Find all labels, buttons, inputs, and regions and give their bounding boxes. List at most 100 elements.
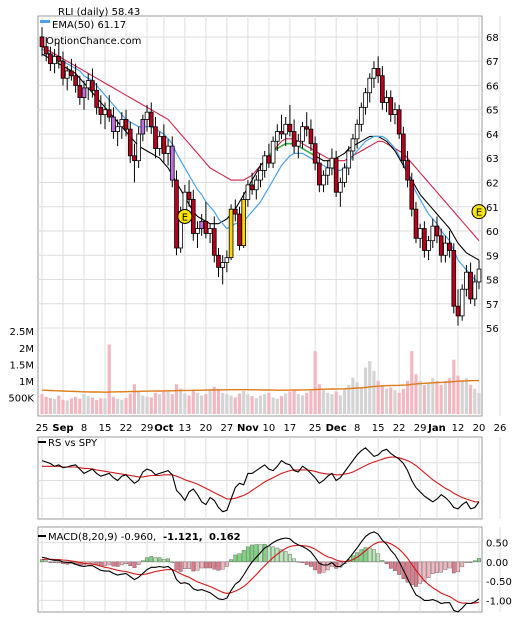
macd-histogram-bar bbox=[279, 549, 284, 563]
macd-histogram-bar bbox=[325, 561, 330, 571]
volume-bar bbox=[200, 395, 204, 414]
volume-bar bbox=[74, 396, 78, 414]
macd-signal-line bbox=[41, 541, 480, 605]
macd-histogram-bar bbox=[372, 549, 376, 563]
price-tick-label: 60 bbox=[486, 227, 499, 238]
rs-title: RS vs SPY bbox=[48, 438, 98, 449]
candle-body bbox=[329, 157, 335, 169]
candle-body bbox=[296, 140, 301, 147]
candle-body bbox=[363, 92, 368, 108]
candle-body bbox=[338, 182, 343, 193]
price-tick-label: 66 bbox=[486, 81, 499, 92]
candle-body bbox=[220, 262, 225, 268]
earnings-marker-label: E bbox=[182, 212, 188, 223]
candle-body bbox=[417, 228, 423, 239]
candle-body bbox=[287, 123, 293, 132]
volume-bar bbox=[380, 384, 384, 414]
macd-histogram-bar bbox=[414, 561, 418, 587]
price-tick-label: 58 bbox=[486, 276, 499, 287]
candle-body bbox=[43, 46, 49, 55]
candle-body bbox=[283, 123, 289, 135]
macd-histogram-bar bbox=[229, 559, 233, 563]
candle-body bbox=[375, 68, 381, 77]
volume-bar bbox=[355, 382, 359, 414]
volume-bar bbox=[212, 386, 216, 414]
macd-histogram-bar bbox=[216, 561, 221, 571]
candle-body bbox=[195, 228, 200, 234]
volume-bar bbox=[473, 388, 477, 414]
candle-body bbox=[443, 242, 448, 256]
macd-histogram-bar bbox=[250, 544, 254, 563]
candle-body bbox=[148, 111, 154, 128]
macd-histogram-bar bbox=[182, 561, 187, 570]
macd-histogram-bar bbox=[245, 546, 250, 563]
candle-body bbox=[52, 55, 57, 65]
candle-body bbox=[203, 220, 209, 234]
candle-body bbox=[207, 228, 213, 234]
volume-axis: 500K 1M 1.5M 2M 2.5M bbox=[8, 327, 34, 404]
volume-bar bbox=[426, 382, 431, 414]
macd-histogram-bar bbox=[468, 561, 473, 563]
volume-bar bbox=[313, 351, 317, 414]
macd-histogram-bar bbox=[254, 544, 259, 563]
macd-axis: 0.50 0.00 -0.50 -1.00 bbox=[486, 539, 512, 608]
macd-histogram-bar bbox=[304, 561, 309, 565]
candle-body bbox=[270, 140, 276, 164]
volume-bar bbox=[405, 380, 410, 414]
candle-body bbox=[472, 281, 478, 300]
candle-body bbox=[136, 133, 141, 162]
volume-tick-label: 1M bbox=[19, 377, 34, 388]
macd-histogram-bar bbox=[443, 561, 448, 570]
volume-bar bbox=[414, 374, 418, 414]
price-tick-label: 65 bbox=[486, 106, 499, 117]
macd-histogram-bar bbox=[288, 553, 292, 563]
rs-line bbox=[41, 447, 480, 513]
candle-body bbox=[161, 136, 167, 154]
volume-bar bbox=[418, 380, 422, 414]
candle-body bbox=[333, 157, 339, 193]
price-tick-label: 59 bbox=[486, 251, 499, 262]
candle-body bbox=[380, 75, 385, 103]
volume-bar bbox=[145, 396, 149, 414]
price-tick-label: 64 bbox=[486, 130, 499, 141]
candle-body bbox=[216, 254, 221, 268]
macd-histogram-bar bbox=[195, 561, 200, 571]
candle-body bbox=[224, 257, 230, 263]
macd-histogram-bar bbox=[460, 561, 465, 568]
volume-bar bbox=[137, 390, 141, 414]
price-tick-label: 61 bbox=[486, 203, 499, 214]
earnings-marker bbox=[471, 204, 487, 220]
earnings-marker bbox=[177, 208, 193, 224]
volume-bar bbox=[267, 392, 271, 414]
date-tick-label: 20 bbox=[473, 423, 486, 434]
volume-bars bbox=[40, 344, 481, 414]
volume-bar bbox=[342, 388, 347, 414]
volume-bar bbox=[292, 390, 296, 414]
candle-body bbox=[447, 242, 452, 251]
candle-body bbox=[56, 55, 62, 62]
price-tick-label: 62 bbox=[486, 179, 499, 190]
volume-bar bbox=[208, 390, 212, 414]
candle-body bbox=[153, 126, 158, 149]
macd-histogram-bar bbox=[435, 561, 439, 573]
volume-bar bbox=[44, 396, 48, 414]
macd-histogram-bar bbox=[170, 561, 175, 563]
candle-body bbox=[279, 131, 284, 135]
macd-histogram-bar bbox=[296, 561, 301, 563]
macd-histogram-bar bbox=[203, 561, 208, 569]
candle-body bbox=[401, 133, 406, 162]
candle-body bbox=[455, 305, 461, 317]
candle-body bbox=[321, 174, 326, 186]
volume-bar bbox=[330, 394, 334, 414]
volume-bar bbox=[334, 391, 338, 414]
date-tick-label: Oct bbox=[154, 423, 173, 434]
ema-legend-swatch bbox=[40, 20, 50, 23]
macd-histogram-bar bbox=[472, 560, 477, 563]
volume-tick-label: 2.5M bbox=[9, 327, 34, 338]
macd-lines bbox=[40, 531, 481, 613]
volume-bar bbox=[443, 380, 447, 414]
macd-histogram-bar bbox=[376, 553, 381, 563]
macd-histogram-bar bbox=[119, 561, 124, 566]
volume-bar bbox=[372, 370, 376, 414]
macd-histogram-bar bbox=[388, 561, 393, 569]
